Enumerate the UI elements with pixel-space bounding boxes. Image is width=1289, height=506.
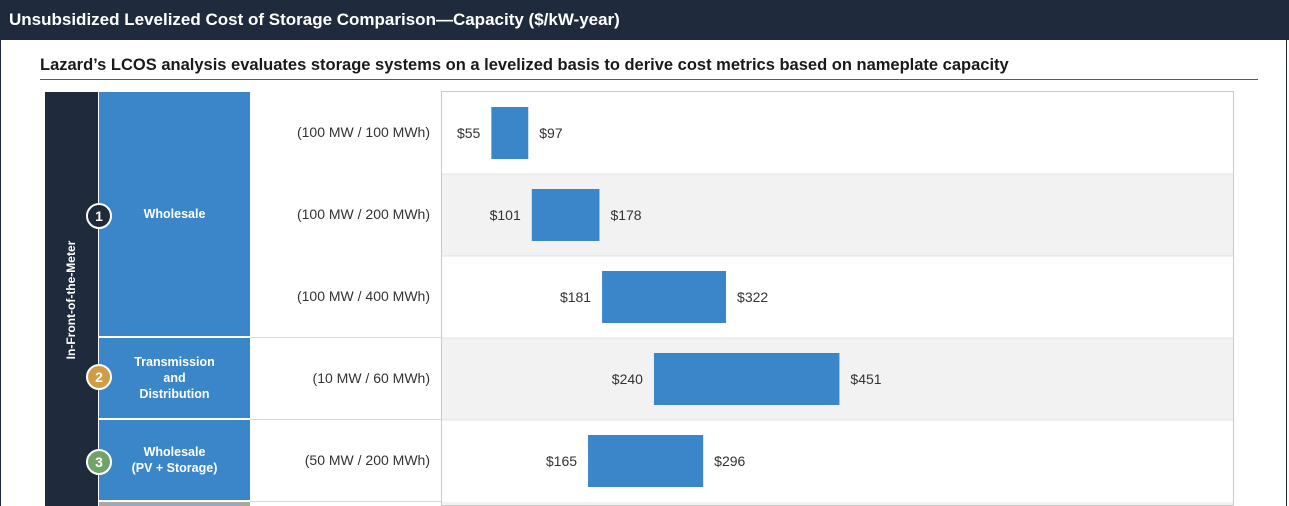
high-value-label: $97 [539,125,563,141]
range-bar [588,435,704,487]
high-value-label: $178 [610,207,641,223]
range-bar [531,189,600,241]
group-label: Wholesale [143,207,206,221]
row-separator [250,337,441,338]
group-number-badge: 2 [86,364,112,390]
low-value-label: $181 [560,289,591,305]
page-subtitle: Lazard’s LCOS analysis evaluates storage… [40,56,1258,80]
next-group-stub [99,502,250,506]
low-value-label: $101 [490,207,521,223]
group-block-pv-storage: Wholesale (PV + Storage) [99,420,250,500]
high-value-label: $322 [737,289,768,305]
high-value-label: $296 [714,453,745,469]
range-bar [491,107,529,159]
group-number-badge: 3 [86,449,112,475]
range-bar [602,271,727,323]
low-value-label: $240 [612,371,643,387]
low-value-label: $165 [546,453,577,469]
row-spec-label: (50 MW / 200 MWh) [304,452,430,468]
row-spec-label: (100 MW / 100 MWh) [296,124,430,140]
chart-area: $55 $97 $101 $178 $181 $322 $240 $451 $165 $296 [441,91,1234,506]
side-label: In-Front-of-the-Meter [64,240,78,360]
row-band [442,502,1233,505]
row-spec-label: (10 MW / 60 MWh) [312,370,430,386]
row-separator [250,419,441,420]
group-label: Transmission and Distribution [134,355,215,401]
row-separator [250,501,441,502]
group-block-wholesale: Wholesale [99,92,250,336]
high-value-label: $451 [850,371,881,387]
low-value-label: $55 [457,125,481,141]
row-spec-label: (100 MW / 400 MWh) [296,288,430,304]
range-bar [653,353,840,405]
page-title: Unsubsidized Levelized Cost of Storage C… [0,0,1289,40]
chart-svg: $55 $97 $101 $178 $181 $322 $240 $451 $165 $296 [442,107,1233,505]
group-label: Wholesale (PV + Storage) [131,445,218,475]
side-strip [45,92,98,506]
row-spec-label: (100 MW / 200 MWh) [296,206,430,222]
group-block-transmission: Transmission and Distribution [99,338,250,418]
group-number-badge: 1 [86,203,112,229]
